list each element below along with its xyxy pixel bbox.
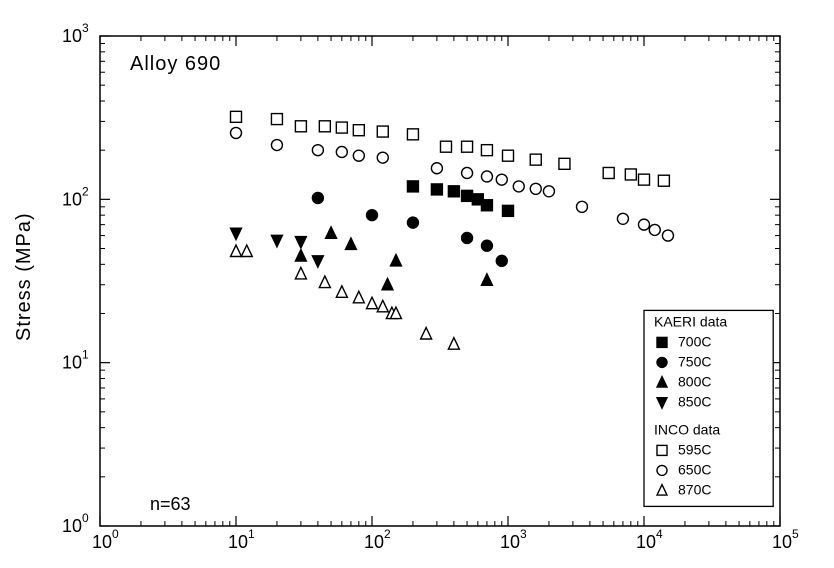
svg-text:10: 10 [62,516,82,536]
svg-text:3: 3 [520,527,527,541]
svg-text:850C: 850C [678,393,711,409]
svg-text:650C: 650C [678,461,711,477]
svg-text:INCO data: INCO data [654,421,720,437]
svg-text:5: 5 [792,527,799,541]
svg-text:1: 1 [248,527,255,541]
svg-text:2: 2 [82,184,89,198]
y-axis-title: Stress (MPa) [13,212,35,341]
svg-text:1: 1 [82,348,89,362]
svg-text:3: 3 [82,21,89,35]
svg-text:10: 10 [772,532,792,552]
svg-text:10: 10 [62,189,82,209]
svg-text:10: 10 [500,532,520,552]
svg-text:870C: 870C [678,481,711,497]
legend: KAERI data 700C 750C 800C 850C INCO data 595C 6… [644,310,773,506]
svg-text:10: 10 [92,532,112,552]
svg-text:595C: 595C [678,441,711,457]
svg-text:4: 4 [656,527,663,541]
svg-text:0: 0 [112,527,119,541]
svg-text:10: 10 [62,26,82,46]
svg-text:2: 2 [384,527,391,541]
chart-svg: 100101102103104105100101102103Stress (MP… [0,0,834,568]
chart-annotation: n=63 [150,494,191,514]
svg-text:0: 0 [82,511,89,525]
chart-inside-title: Alloy 690 [130,53,221,75]
svg-text:10: 10 [62,353,82,373]
scatter-chart: 100101102103104105100101102103Stress (MP… [0,0,834,568]
svg-text:10: 10 [228,532,248,552]
svg-text:KAERI data: KAERI data [654,313,727,329]
svg-text:800C: 800C [678,373,711,389]
svg-text:750C: 750C [678,353,711,369]
svg-text:10: 10 [636,532,656,552]
svg-text:10: 10 [364,532,384,552]
svg-text:700C: 700C [678,333,711,349]
